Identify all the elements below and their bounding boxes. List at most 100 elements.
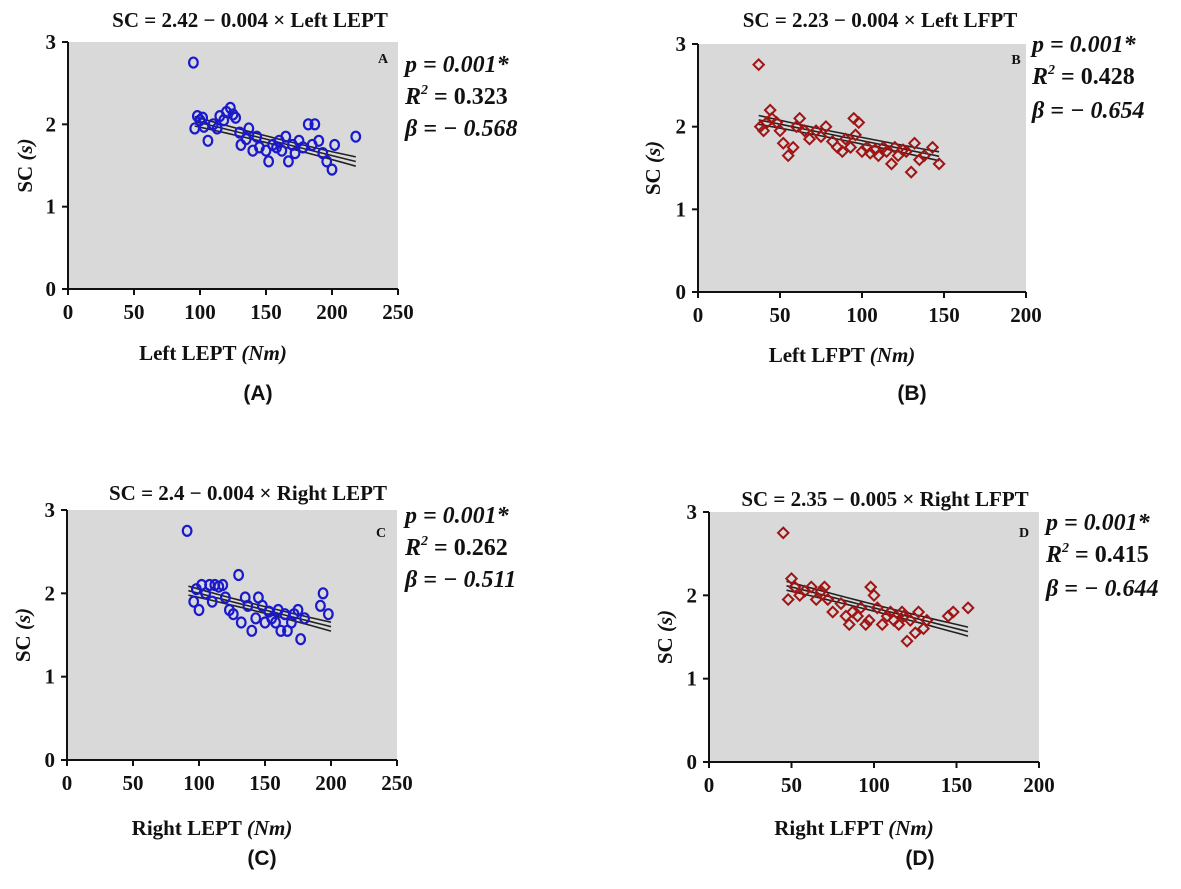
y-axis-label-unit: (s) <box>641 141 665 163</box>
y-axis-label: SC (s) <box>13 138 37 192</box>
data-point <box>234 126 246 139</box>
x-tick-label: 0 <box>704 773 715 797</box>
plot-area <box>698 44 1026 292</box>
data-point <box>896 143 910 157</box>
y-tick-label: 0 <box>676 280 687 304</box>
r-squared-exponent: 2 <box>1047 63 1055 78</box>
r-squared-symbol: R <box>404 535 421 561</box>
x-tick-label: 200 <box>1023 773 1055 797</box>
data-point <box>292 603 304 617</box>
data-point <box>843 140 858 154</box>
data-point <box>842 617 856 632</box>
data-point <box>920 613 934 627</box>
y-tick-label: 2 <box>676 115 687 139</box>
data-point <box>299 612 311 625</box>
y-axis-label-text: SC <box>11 630 35 662</box>
data-point <box>819 120 833 134</box>
data-point <box>907 136 922 150</box>
data-point <box>925 140 940 154</box>
plot-area <box>68 42 398 289</box>
y-tick-label: 0 <box>45 748 56 772</box>
p-value: p = 0.001* <box>1030 32 1137 58</box>
data-point <box>904 165 918 179</box>
x-axis-label-text: Left LFPT <box>769 343 870 367</box>
panel-letter: D <box>1019 526 1029 541</box>
data-point <box>219 591 231 604</box>
x-tick-label: 100 <box>183 771 215 795</box>
panel-letter: C <box>376 526 386 541</box>
panel-letter: A <box>378 52 389 67</box>
chart-title: SC = 2.4 − 0.004 × Right LEPT <box>109 481 387 505</box>
beta-value: β = − 0.568 <box>404 116 518 142</box>
x-axis-label-unit: (Nm) <box>888 816 934 840</box>
r-squared-exponent: 2 <box>420 534 428 549</box>
data-point <box>251 130 263 143</box>
r-squared-symbol: R <box>1045 542 1062 568</box>
data-point <box>789 120 804 134</box>
data-point <box>242 599 254 612</box>
chart-panel-c: SC = 2.4 − 0.004 × Right LEPT C 0 50 100 150 2… <box>11 481 516 870</box>
x-tick-label: 0 <box>63 300 74 324</box>
data-point <box>280 130 292 143</box>
data-point <box>756 124 771 138</box>
data-point <box>276 144 288 157</box>
data-point <box>932 157 946 171</box>
x-axis-label-unit: (Nm) <box>241 341 287 365</box>
r-squared-symbol: R <box>1031 64 1048 90</box>
y-tick-label: 3 <box>676 32 687 56</box>
data-point <box>961 601 975 615</box>
data-point <box>263 155 275 168</box>
y-tick-label: 2 <box>46 112 57 136</box>
data-point <box>804 580 818 594</box>
chart-panel-b: SC = 2.23 − 0.004 × Left LFPT B 0 50 100 150 2… <box>641 8 1145 405</box>
x-tick-label: 100 <box>184 300 216 324</box>
data-point <box>315 599 326 612</box>
data-point <box>295 633 307 646</box>
confidence-band-upper <box>188 585 332 623</box>
data-point <box>752 58 766 72</box>
data-point <box>897 609 911 623</box>
x-axis-label-text: Right LFPT <box>774 816 888 840</box>
data-point <box>211 122 223 135</box>
data-point <box>250 612 262 625</box>
y-axis-label: SC (s) <box>11 608 35 662</box>
y-axis-label-text: SC <box>641 163 665 195</box>
data-point <box>206 595 218 608</box>
chart-panel-a: SC = 2.42 − 0.004 × Left LEPT A 0 50 100 150 2… <box>13 8 518 405</box>
y-tick-label: 1 <box>46 195 57 219</box>
data-point <box>322 608 334 621</box>
data-point <box>230 111 242 124</box>
data-point <box>781 148 795 163</box>
data-point <box>863 146 877 160</box>
data-point <box>227 608 239 621</box>
data-point <box>821 592 835 607</box>
data-point <box>776 136 790 150</box>
data-point <box>850 609 865 623</box>
data-point <box>802 132 817 146</box>
data-point <box>243 122 255 135</box>
data-point <box>781 592 795 607</box>
data-point <box>271 141 282 154</box>
data-point <box>892 617 906 632</box>
data-point <box>181 524 193 537</box>
confidence-band-upper <box>758 114 940 153</box>
plot-area <box>67 510 397 760</box>
y-axis-label: SC (s) <box>653 610 677 664</box>
x-tick-label: 50 <box>781 773 802 797</box>
data-point <box>773 124 787 138</box>
data-point <box>880 609 894 623</box>
p-value: p = 0.001* <box>1044 510 1151 536</box>
y-tick-label: 0 <box>687 750 698 774</box>
data-point <box>283 155 294 168</box>
data-point <box>871 148 886 163</box>
data-point <box>838 132 853 146</box>
data-point <box>275 624 287 637</box>
x-axis-label-text: Left LEPT <box>139 341 241 365</box>
y-axis-label-text: SC <box>653 632 677 664</box>
x-axis-label: Right LEPT (Nm) <box>132 816 293 840</box>
data-point <box>848 128 863 142</box>
y-tick-label: 3 <box>46 30 57 54</box>
data-point <box>193 603 205 617</box>
data-point <box>788 580 802 594</box>
